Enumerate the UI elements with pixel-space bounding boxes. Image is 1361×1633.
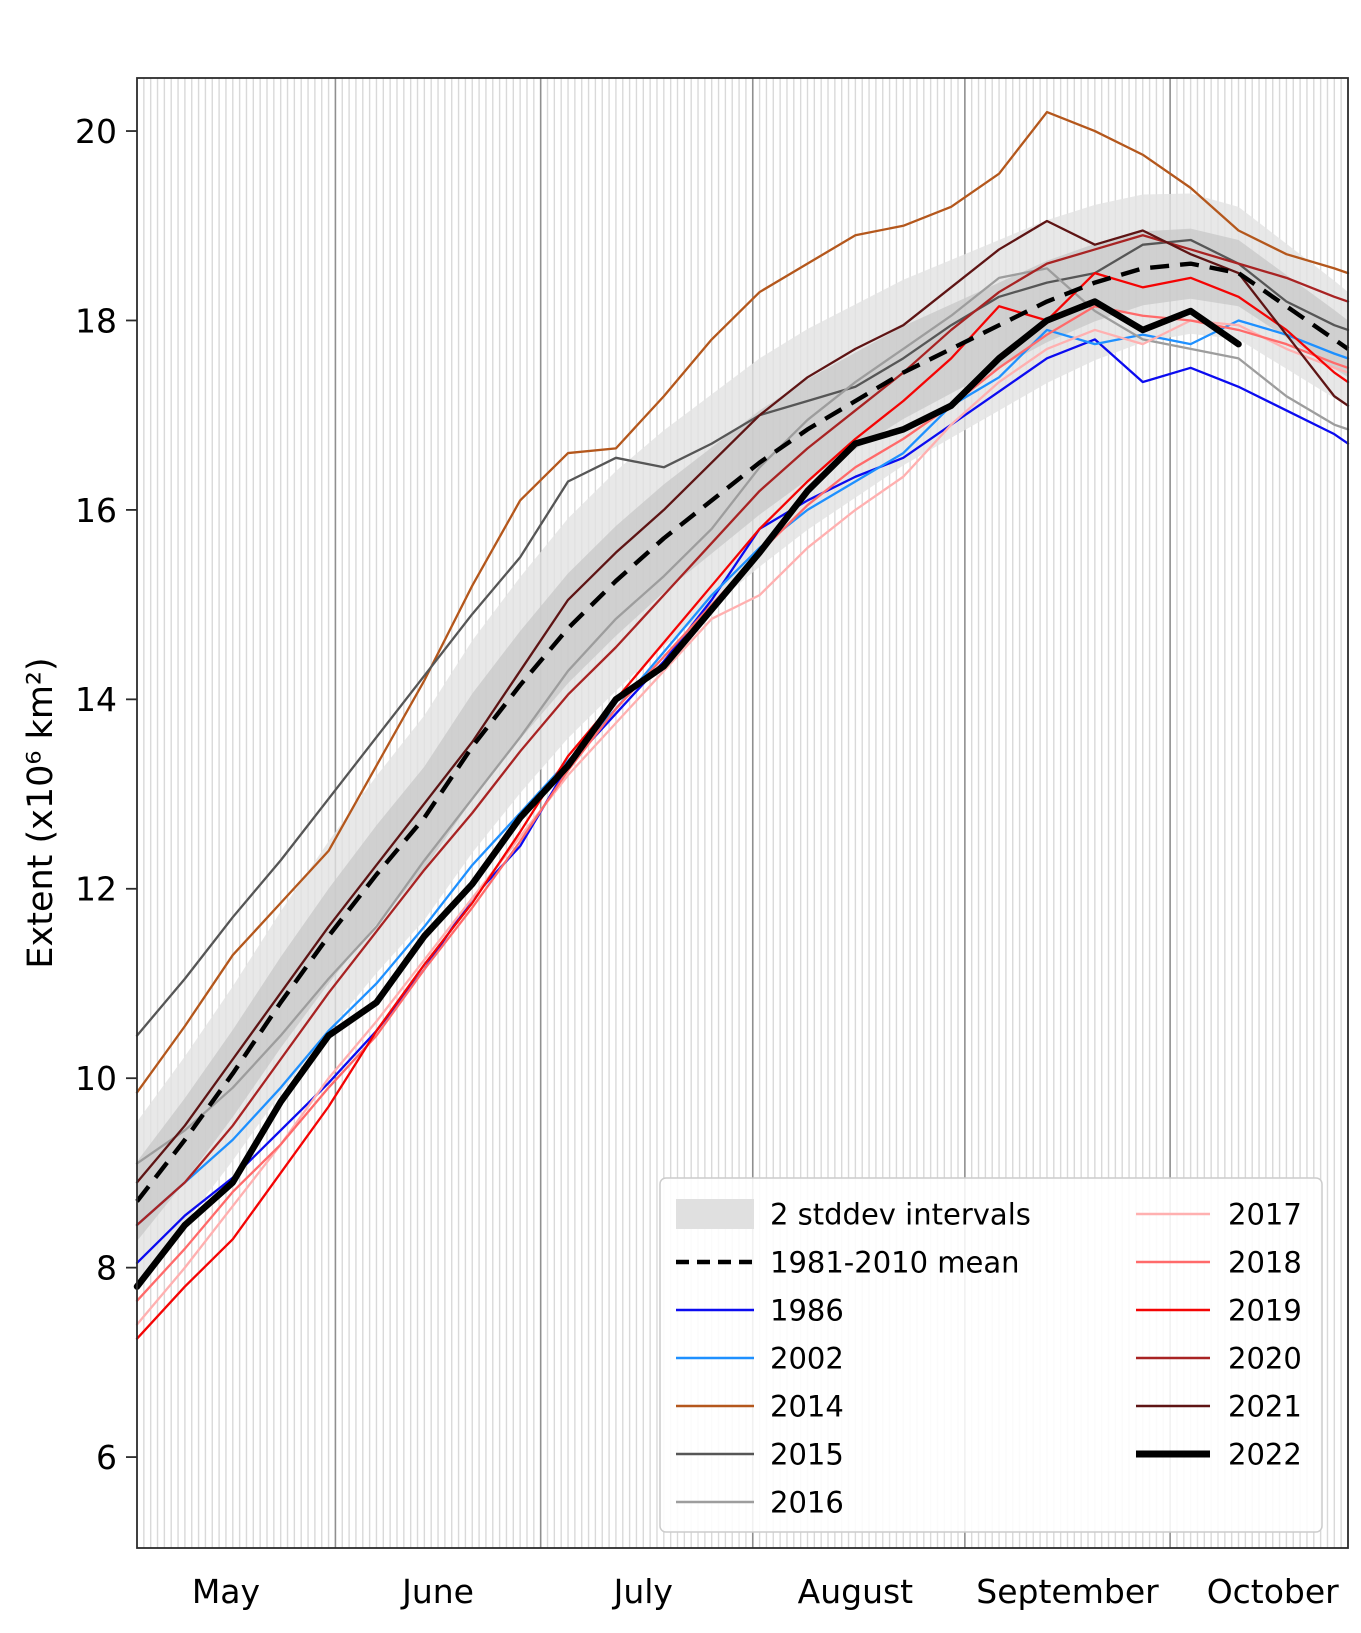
series-line-2020 <box>135 234 1350 1227</box>
legend-label-1981-2010-mean: 1981-2010 mean <box>770 1245 1020 1279</box>
y-tick-label-6: 6 <box>96 1438 117 1477</box>
x-axis-month-label-august: August <box>798 1572 914 1611</box>
series-line-2016 <box>135 267 1350 1165</box>
x-axis-month-label-september: September <box>976 1572 1159 1611</box>
series-line-2014 <box>135 110 1350 1094</box>
legend-label-2021: 2021 <box>1228 1389 1302 1423</box>
y-axis-title: Extent (x10⁶ km²) <box>21 657 61 968</box>
y-tick-label-8: 8 <box>96 1249 117 1288</box>
legend-label-2022: 2022 <box>1228 1437 1302 1471</box>
series-line-2022 <box>133 298 1242 1290</box>
y-tick-label-18: 18 <box>75 301 117 340</box>
legend-label-2-stddev-intervals: 2 stddev intervals <box>770 1197 1031 1231</box>
legend-label-2002: 2002 <box>770 1341 844 1375</box>
x-axis-month-label-july: July <box>612 1572 673 1611</box>
legend-label-2014: 2014 <box>770 1389 844 1423</box>
y-axis <box>126 130 137 1458</box>
legend-label-2018: 2018 <box>1228 1245 1302 1279</box>
y-tick-label-14: 14 <box>75 680 117 719</box>
y-tick-label-20: 20 <box>75 112 117 151</box>
series-line-2021 <box>135 219 1350 1184</box>
legend-label-2017: 2017 <box>1228 1197 1302 1231</box>
legend-box <box>659 1177 1323 1533</box>
x-axis-month-label-june: June <box>400 1572 474 1611</box>
legend-label-2020: 2020 <box>1228 1341 1302 1375</box>
series-line-2019 <box>135 271 1350 1340</box>
legend-label-2019: 2019 <box>1228 1293 1302 1327</box>
x-axis-month-label-may: May <box>192 1572 260 1611</box>
legend-label-1986: 1986 <box>770 1293 844 1327</box>
mean-line <box>135 261 1350 1203</box>
series-line-2017 <box>135 319 1350 1326</box>
legend-label-2015: 2015 <box>770 1437 844 1471</box>
legend-label-2016: 2016 <box>770 1485 844 1519</box>
plot-border <box>136 77 1349 1549</box>
y-tick-label-16: 16 <box>75 491 117 530</box>
y-tick-label-12: 12 <box>75 870 117 909</box>
x-axis-month-label-october: October <box>1207 1572 1339 1611</box>
y-tick-label-10: 10 <box>75 1059 117 1098</box>
stddev-band-outer <box>137 193 1348 1281</box>
legend-swatch-2-stddev-intervals <box>676 1199 754 1229</box>
legend <box>659 1177 1323 1533</box>
